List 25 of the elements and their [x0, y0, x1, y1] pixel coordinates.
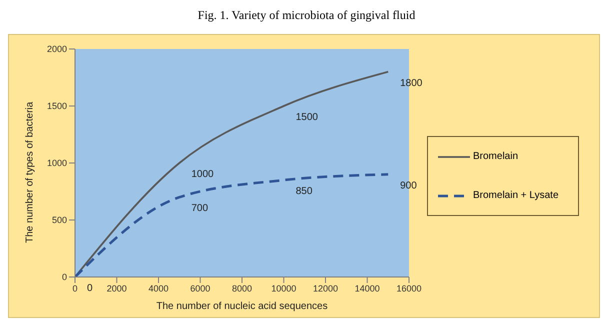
y-tick-label: 1500 — [46, 101, 67, 112]
legend-label: Bromelain — [473, 151, 518, 162]
x-tick-label: 0 — [72, 283, 78, 294]
legend-label: Bromelain + Lysate — [473, 190, 559, 201]
y-axis-title: The number of types of bacteria — [24, 101, 36, 243]
y-tick-label: 2000 — [46, 44, 67, 54]
x-tick-label: 16000 — [396, 283, 422, 294]
x-tick-label: 12000 — [312, 283, 338, 294]
y-tick-label: 1000 — [46, 158, 67, 168]
x-tick-label: 4000 — [148, 283, 169, 294]
y-tick-label: 500 — [52, 215, 67, 226]
chart-title: Fig. 1. Variety of microbiota of gingival fluid — [196, 8, 416, 24]
x-tick-label: 10000 — [271, 283, 296, 294]
x-tick-label: 6000 — [190, 283, 210, 294]
data-label: 900 — [400, 180, 418, 192]
x-tick-label: 14000 — [354, 283, 380, 294]
data-label: 1800 — [400, 78, 423, 89]
data-label: 1500 — [296, 112, 318, 123]
data-label: 850 — [296, 186, 313, 198]
data-label: 700 — [191, 203, 208, 214]
y-tick-label: 0 — [62, 272, 67, 282]
data-label: 1000 — [191, 169, 214, 180]
x-tick-label: 8000 — [232, 283, 252, 294]
x-axis-title: The number of nucleic acid sequences — [156, 301, 328, 312]
x-tick-label: 2000 — [106, 283, 127, 294]
